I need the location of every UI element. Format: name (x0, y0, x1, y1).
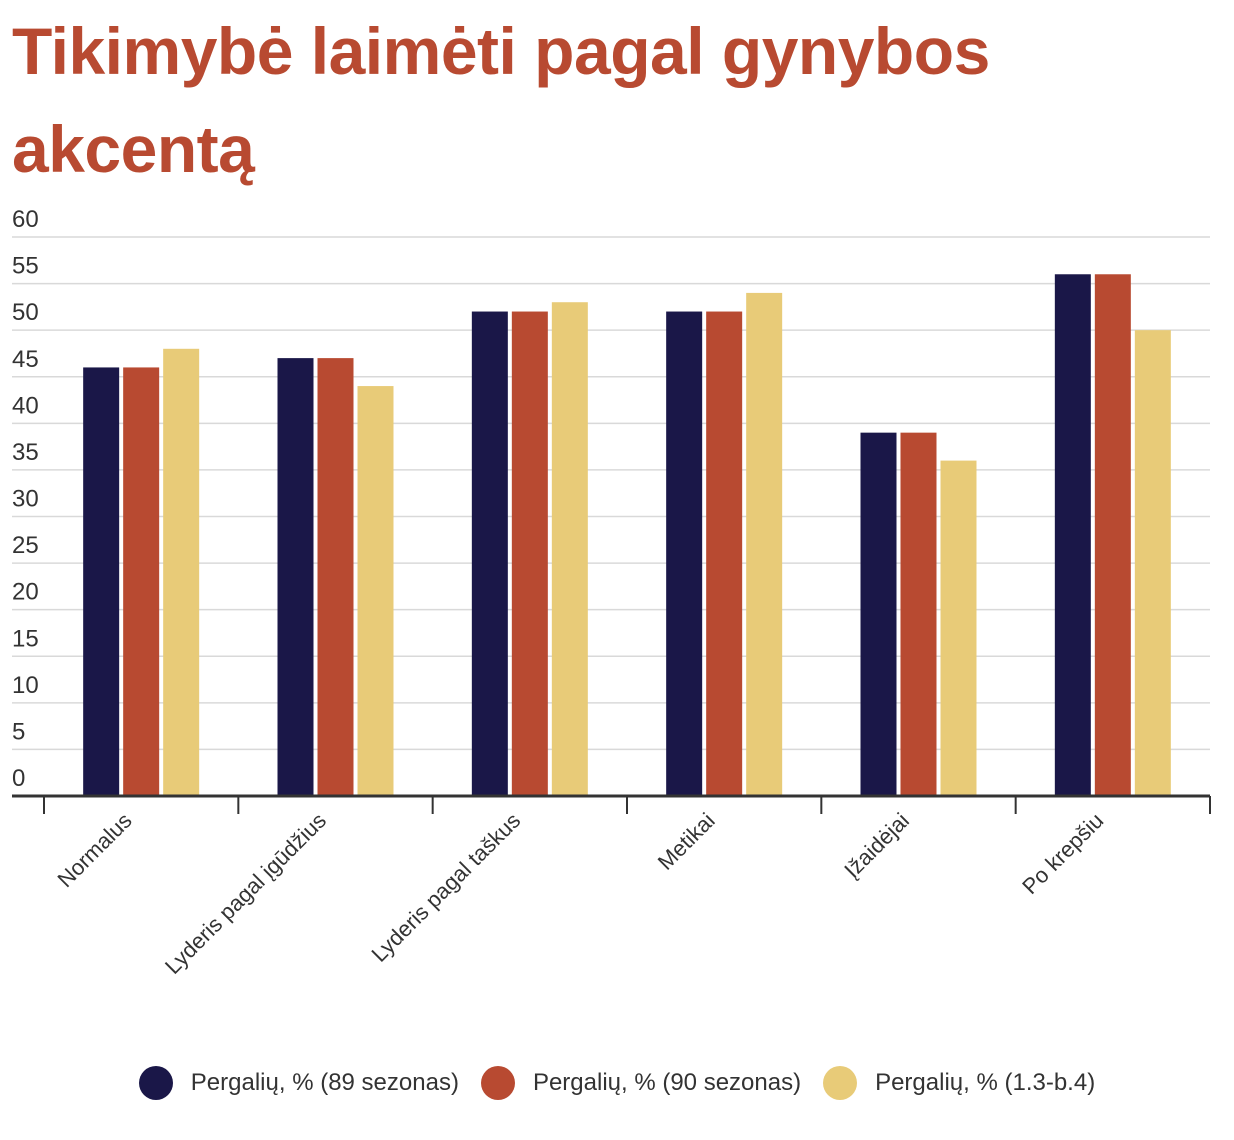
bar (940, 460, 977, 796)
bar (706, 311, 743, 796)
bar (551, 302, 588, 796)
legend-item-1-3[interactable]: Pergalių, % (1.3-b.4) (823, 1066, 1095, 1100)
y-tick-label: 60 (12, 206, 39, 233)
bar (123, 367, 160, 796)
legend-label-90: Pergalių, % (90 sezonas) (532, 1069, 802, 1096)
bar (511, 311, 548, 796)
bar (357, 386, 394, 796)
bar (471, 311, 508, 796)
legend-swatch-89 (138, 1066, 173, 1100)
bar (1134, 330, 1171, 796)
x-category-label: Metikai (653, 808, 720, 875)
y-tick-label: 35 (12, 439, 39, 466)
legend-swatch-1-3 (823, 1066, 858, 1100)
bar (746, 292, 783, 796)
x-category-label: Normalus (52, 808, 136, 892)
bar-chart: 0 5 10 15 20 25 30 35 40 45 50 55 60 Normalus Lyderis … (12, 206, 1211, 979)
y-tick-label: 40 (12, 392, 39, 419)
bar (317, 358, 354, 796)
bar (1054, 274, 1091, 796)
bar (83, 367, 120, 796)
y-tick-label: 30 (12, 486, 39, 513)
y-tick-label: 25 (12, 532, 39, 559)
legend-item-90[interactable]: Pergalių, % (90 sezonas) (480, 1066, 802, 1100)
bar (860, 432, 897, 796)
bar (666, 311, 703, 796)
legend-swatch-90 (480, 1066, 515, 1100)
x-category-label: Lyderis pagal taškus (366, 808, 525, 967)
y-tick-label: 15 (12, 625, 39, 652)
x-category-label: Lyderis pagal įgūdžius (160, 808, 331, 979)
x-category-label: Įžaidėjai (839, 808, 914, 883)
bar (1094, 274, 1131, 796)
x-category-label: Po krepšiu (1017, 808, 1108, 899)
legend-item-89[interactable]: Pergalių, % (89 sezonas) (138, 1066, 459, 1100)
y-tick-label: 10 (12, 672, 39, 699)
bar (277, 358, 314, 796)
bar (163, 348, 200, 796)
bar (900, 432, 937, 796)
y-tick-label: 50 (12, 299, 39, 326)
y-tick-label: 0 (12, 765, 25, 792)
y-tick-label: 55 (12, 253, 39, 280)
legend-label-89: Pergalių, % (89 sezonas) (190, 1069, 459, 1096)
y-tick-label: 45 (12, 346, 39, 373)
chart-legend: Pergalių, % (89 sezonas) Pergalių, % (90… (0, 1066, 1234, 1100)
y-tick-label: 5 (12, 718, 25, 745)
chart-title: Tikimybė laimėti pagal gynybos akcentą (12, 14, 990, 186)
y-tick-label: 20 (12, 579, 39, 606)
legend-label-1-3: Pergalių, % (1.3-b.4) (875, 1069, 1096, 1096)
